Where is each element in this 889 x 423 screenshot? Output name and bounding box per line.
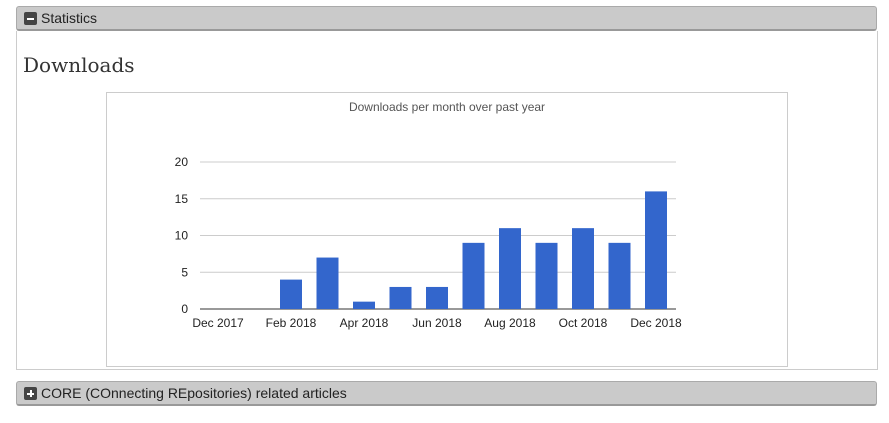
bar-may-2018[interactable] bbox=[389, 286, 412, 309]
bar-sep-2018[interactable] bbox=[535, 242, 558, 309]
x-tick-label: Apr 2018 bbox=[340, 316, 389, 330]
downloads-heading: Downloads bbox=[23, 53, 135, 77]
minus-icon bbox=[24, 11, 37, 25]
y-tick-label: 15 bbox=[175, 192, 189, 206]
y-tick-label: 5 bbox=[181, 265, 188, 279]
core-panel-header[interactable]: CORE (COnnecting REpositories) related a… bbox=[16, 381, 877, 406]
statistics-panel-header[interactable]: Statistics bbox=[16, 6, 877, 31]
statistics-panel-content: Downloads Downloads per month over past … bbox=[16, 31, 878, 370]
bar-apr-2018[interactable] bbox=[353, 301, 375, 309]
bar-aug-2018[interactable] bbox=[499, 228, 521, 309]
x-tick-label: Jun 2018 bbox=[412, 316, 462, 330]
bar-oct-2018[interactable] bbox=[572, 228, 594, 309]
x-tick-label: Oct 2018 bbox=[559, 316, 608, 330]
statistics-label: Statistics bbox=[41, 10, 98, 26]
x-tick-label: Dec 2017 bbox=[192, 316, 244, 330]
core-label: CORE (COnnecting REpositories) related a… bbox=[41, 385, 347, 401]
downloads-chart: Downloads per month over past year 0 5 10 15… bbox=[106, 92, 788, 367]
bar-jul-2018[interactable] bbox=[462, 242, 485, 309]
x-tick-label: Feb 2018 bbox=[266, 316, 317, 330]
bar-dec-2018[interactable] bbox=[645, 191, 667, 309]
chart-title: Downloads per month over past year bbox=[349, 100, 545, 114]
bar-mar-2018[interactable] bbox=[316, 257, 339, 309]
y-tick-label: 0 bbox=[181, 302, 188, 316]
bar-jun-2018[interactable] bbox=[426, 286, 448, 309]
plus-icon bbox=[24, 386, 37, 400]
x-tick-label: Dec 2018 bbox=[630, 316, 682, 330]
y-tick-label: 10 bbox=[175, 229, 189, 243]
bar-nov-2018[interactable] bbox=[608, 242, 631, 309]
bar-feb-2018[interactable] bbox=[280, 279, 302, 309]
x-tick-label: Aug 2018 bbox=[484, 316, 536, 330]
y-tick-label: 20 bbox=[175, 155, 189, 169]
